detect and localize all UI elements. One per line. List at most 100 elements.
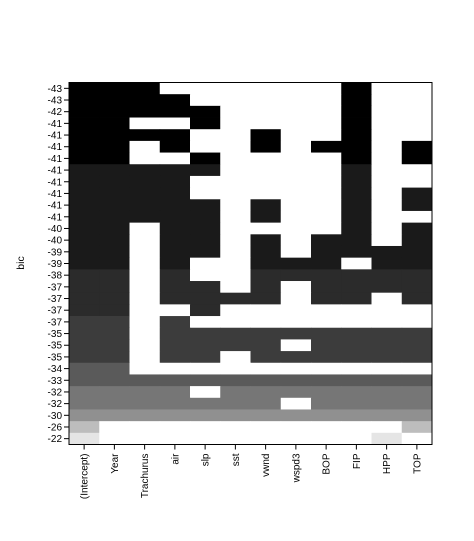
heatmap-cell bbox=[311, 374, 342, 387]
heatmap-cell bbox=[190, 105, 221, 118]
heatmap-cell bbox=[250, 210, 282, 224]
heatmap-cell bbox=[371, 234, 403, 247]
y-tick-label: -43 bbox=[48, 84, 63, 95]
y-tick-label: -37 bbox=[48, 282, 63, 293]
y-tick-label: -35 bbox=[48, 352, 63, 363]
heatmap-cell bbox=[280, 432, 312, 445]
heatmap-cell bbox=[371, 105, 403, 118]
heatmap-cell bbox=[159, 222, 191, 235]
heatmap-cell bbox=[371, 175, 403, 188]
heatmap-cell bbox=[190, 257, 221, 270]
heatmap-cell bbox=[341, 105, 372, 118]
heatmap-cell bbox=[250, 105, 282, 118]
heatmap-cell bbox=[250, 245, 282, 259]
heatmap-cell bbox=[129, 339, 161, 352]
heatmap-cell bbox=[280, 199, 312, 212]
heatmap-cell bbox=[190, 210, 221, 224]
heatmap-cell bbox=[371, 210, 403, 224]
heatmap-cell bbox=[401, 140, 433, 153]
heatmap-cell bbox=[280, 175, 312, 188]
heatmap-cell bbox=[69, 316, 100, 329]
heatmap-cell bbox=[250, 351, 282, 364]
heatmap-cell bbox=[129, 94, 161, 107]
heatmap-cell bbox=[401, 117, 433, 130]
heatmap-cell bbox=[129, 129, 161, 142]
heatmap-cell bbox=[129, 199, 161, 212]
heatmap-cell bbox=[280, 339, 312, 352]
heatmap-cell bbox=[401, 351, 433, 364]
heatmap-cell bbox=[99, 234, 130, 247]
heatmap-cell bbox=[401, 421, 433, 434]
y-tick-label: -38 bbox=[48, 271, 63, 282]
heatmap-cell bbox=[159, 94, 191, 107]
heatmap-cell bbox=[129, 351, 161, 364]
heatmap-cell bbox=[311, 269, 342, 282]
heatmap-cell bbox=[371, 94, 403, 107]
heatmap-cell bbox=[250, 386, 282, 399]
heatmap-cell bbox=[129, 397, 161, 410]
heatmap-cell bbox=[220, 421, 251, 434]
heatmap-cell bbox=[190, 386, 221, 399]
heatmap-cell bbox=[341, 304, 372, 317]
heatmap-cell bbox=[220, 234, 251, 247]
y-tick-label: -34 bbox=[48, 364, 63, 375]
heatmap-cell bbox=[311, 304, 342, 317]
heatmap-cell bbox=[250, 362, 282, 375]
y-tick-label: -41 bbox=[48, 201, 63, 212]
heatmap-cell bbox=[311, 152, 342, 165]
heatmap-cell bbox=[311, 351, 342, 364]
heatmap-cell bbox=[250, 327, 282, 340]
heatmap-cell bbox=[401, 374, 433, 387]
heatmap-cell bbox=[159, 292, 191, 305]
heatmap-cell bbox=[280, 257, 312, 270]
heatmap-cell bbox=[250, 281, 282, 294]
heatmap-cell bbox=[129, 117, 161, 130]
heatmap-cell bbox=[311, 362, 342, 375]
heatmap-cell bbox=[190, 362, 221, 375]
heatmap-cell bbox=[99, 257, 130, 270]
heatmap-cell bbox=[129, 210, 161, 224]
heatmap-cell bbox=[159, 187, 191, 200]
heatmap-cell bbox=[69, 386, 100, 399]
heatmap-cell bbox=[311, 117, 342, 130]
heatmap-cell bbox=[129, 175, 161, 188]
heatmap-cell bbox=[99, 374, 130, 387]
heatmap-cell bbox=[220, 175, 251, 188]
heatmap-cell bbox=[341, 82, 372, 95]
heatmap-cell bbox=[371, 117, 403, 130]
heatmap-cell bbox=[250, 187, 282, 200]
heatmap-cell bbox=[69, 105, 100, 118]
heatmap-cell bbox=[341, 187, 372, 200]
heatmap-cell bbox=[99, 245, 130, 259]
heatmap-cell bbox=[99, 409, 130, 422]
heatmap-cell bbox=[99, 140, 130, 153]
heatmap-cell bbox=[280, 94, 312, 107]
heatmap-cell bbox=[280, 222, 312, 235]
heatmap-cell bbox=[129, 327, 161, 340]
heatmap-cell bbox=[129, 152, 161, 165]
heatmap-cell bbox=[99, 304, 130, 317]
heatmap-cell bbox=[341, 386, 372, 399]
heatmap-cell bbox=[190, 234, 221, 247]
heatmap-cell bbox=[311, 397, 342, 410]
heatmap-cell bbox=[250, 257, 282, 270]
heatmap-cell bbox=[250, 374, 282, 387]
y-tick-label: -42 bbox=[48, 107, 63, 118]
heatmap-cell bbox=[220, 257, 251, 270]
y-tick-label: -40 bbox=[48, 224, 63, 235]
heatmap-cell bbox=[99, 281, 130, 294]
heatmap-cell bbox=[280, 210, 312, 224]
x-tick-label: FIP bbox=[352, 453, 363, 469]
heatmap-cell bbox=[159, 152, 191, 165]
heatmap-cell bbox=[69, 374, 100, 387]
heatmap-cell bbox=[159, 304, 191, 317]
heatmap-cell bbox=[280, 386, 312, 399]
heatmap-cell bbox=[341, 269, 372, 282]
heatmap-cell bbox=[69, 351, 100, 364]
heatmap-cell bbox=[190, 339, 221, 352]
heatmap-cell bbox=[190, 222, 221, 235]
heatmap-cell bbox=[401, 397, 433, 410]
x-tick-label: wspd3 bbox=[291, 453, 302, 483]
heatmap-cell bbox=[159, 362, 191, 375]
heatmap-cell bbox=[159, 199, 191, 212]
